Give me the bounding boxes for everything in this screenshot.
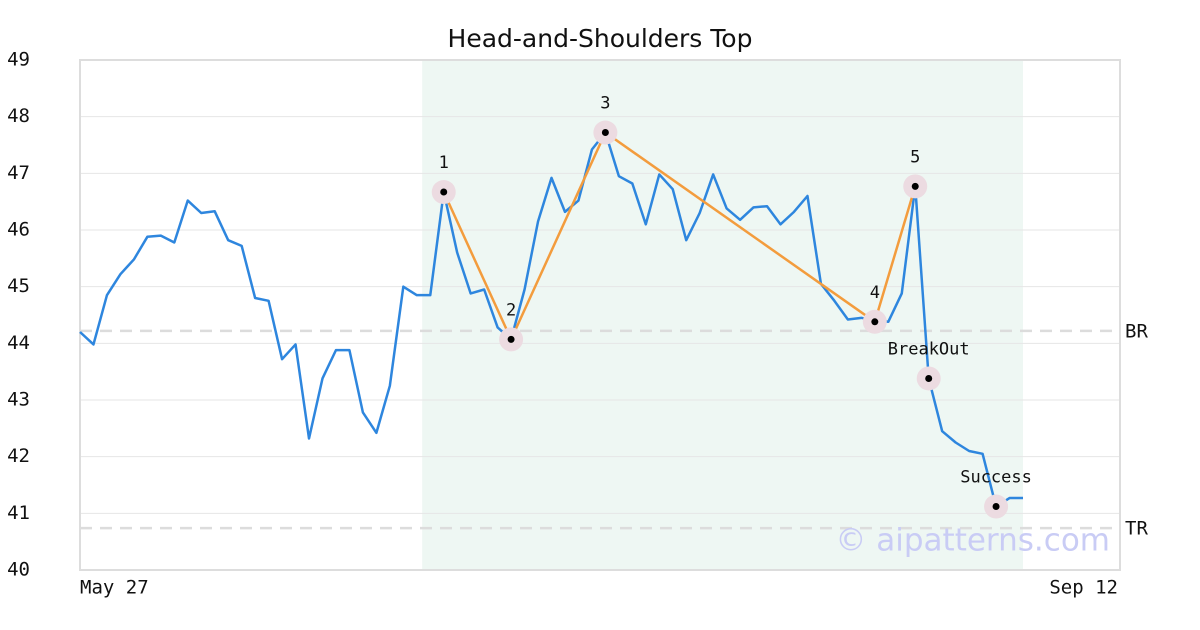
y-tick-label: 47 [7,162,30,184]
marker-dot [871,318,879,326]
marker-dot [440,188,448,196]
marker-label: 5 [910,147,920,167]
marker-label: BreakOut [888,339,970,359]
y-tick-label: 43 [7,389,30,411]
marker-dot [911,182,919,190]
marker-dot [992,503,1000,511]
x-tick-label: May 27 [80,577,149,599]
y-tick-label: 40 [7,559,30,581]
watermark: © aipatterns.com [835,523,1110,559]
y-tick-label: 48 [7,105,30,127]
marker-dot [601,129,609,137]
y-tick-label: 44 [7,332,30,354]
level-label: BR [1125,320,1148,342]
marker-dot [925,374,933,382]
marker-label: Success [960,468,1032,488]
marker-label: 2 [506,300,516,320]
marker-label: 4 [870,283,880,303]
y-tick-label: 41 [7,502,30,524]
marker-label: 1 [439,153,449,173]
level-label: TR [1125,518,1148,540]
y-tick-label: 46 [7,219,30,241]
y-tick-label: 42 [7,445,30,467]
marker-label: 3 [600,94,610,114]
y-tick-label: 49 [7,49,30,71]
chart-title: Head-and-Shoulders Top [448,24,753,53]
y-tick-label: 45 [7,275,30,297]
x-tick-label: Sep 12 [1049,577,1118,599]
plot-border [79,59,1121,571]
marker-dot [507,335,515,343]
